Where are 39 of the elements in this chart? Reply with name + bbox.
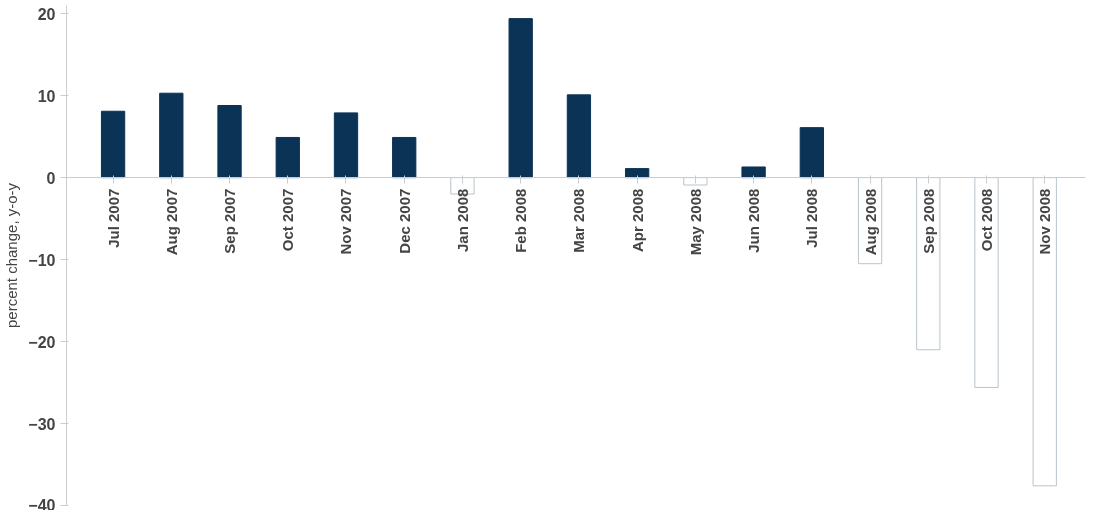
x-tick-label: Jun 2008 (745, 188, 763, 253)
y-tick-label: 0 (46, 169, 56, 187)
x-tick-label: Aug 2008 (861, 188, 879, 256)
y-tick-label: −30 (28, 415, 56, 433)
x-tick-label: Sep 2007 (221, 188, 239, 254)
y-tick-label: −10 (28, 251, 56, 269)
y-tick-label: 20 (37, 5, 56, 23)
bar (333, 112, 359, 179)
x-tick-label: Mar 2008 (570, 188, 588, 253)
bar (566, 94, 592, 179)
bar (1032, 177, 1057, 487)
bar (799, 127, 824, 179)
bar (100, 110, 126, 179)
x-tick-label: Oct 2007 (279, 188, 297, 252)
x-tick-label: Feb 2008 (512, 188, 530, 253)
bar (508, 18, 533, 179)
x-tick-label: Oct 2008 (978, 188, 996, 252)
x-tick-label: Jul 2007 (104, 188, 122, 248)
bar (741, 166, 766, 179)
bar (159, 92, 184, 179)
bar (217, 105, 242, 179)
bar (275, 136, 300, 179)
bar (916, 177, 941, 351)
x-tick-label: May 2008 (686, 188, 704, 256)
bar (974, 177, 999, 388)
y-tick-label: −20 (28, 333, 56, 351)
x-tick-label: Aug 2007 (162, 188, 180, 256)
x-tick-label: Sep 2008 (919, 188, 937, 254)
x-tick-label: Nov 2008 (1036, 188, 1054, 255)
y-axis-title: percent change, y-o-y (3, 182, 21, 329)
bar (392, 136, 417, 179)
x-tick-label: Dec 2007 (395, 188, 413, 254)
x-tick-label: Jul 2008 (803, 188, 821, 248)
bar (683, 177, 708, 186)
x-tick-label: Jan 2008 (453, 188, 471, 253)
y-tick-label: −40 (28, 496, 56, 514)
y-tick-label: 10 (37, 87, 56, 105)
x-tick-label: Nov 2007 (337, 188, 355, 255)
x-tick-label: Apr 2008 (628, 188, 646, 252)
